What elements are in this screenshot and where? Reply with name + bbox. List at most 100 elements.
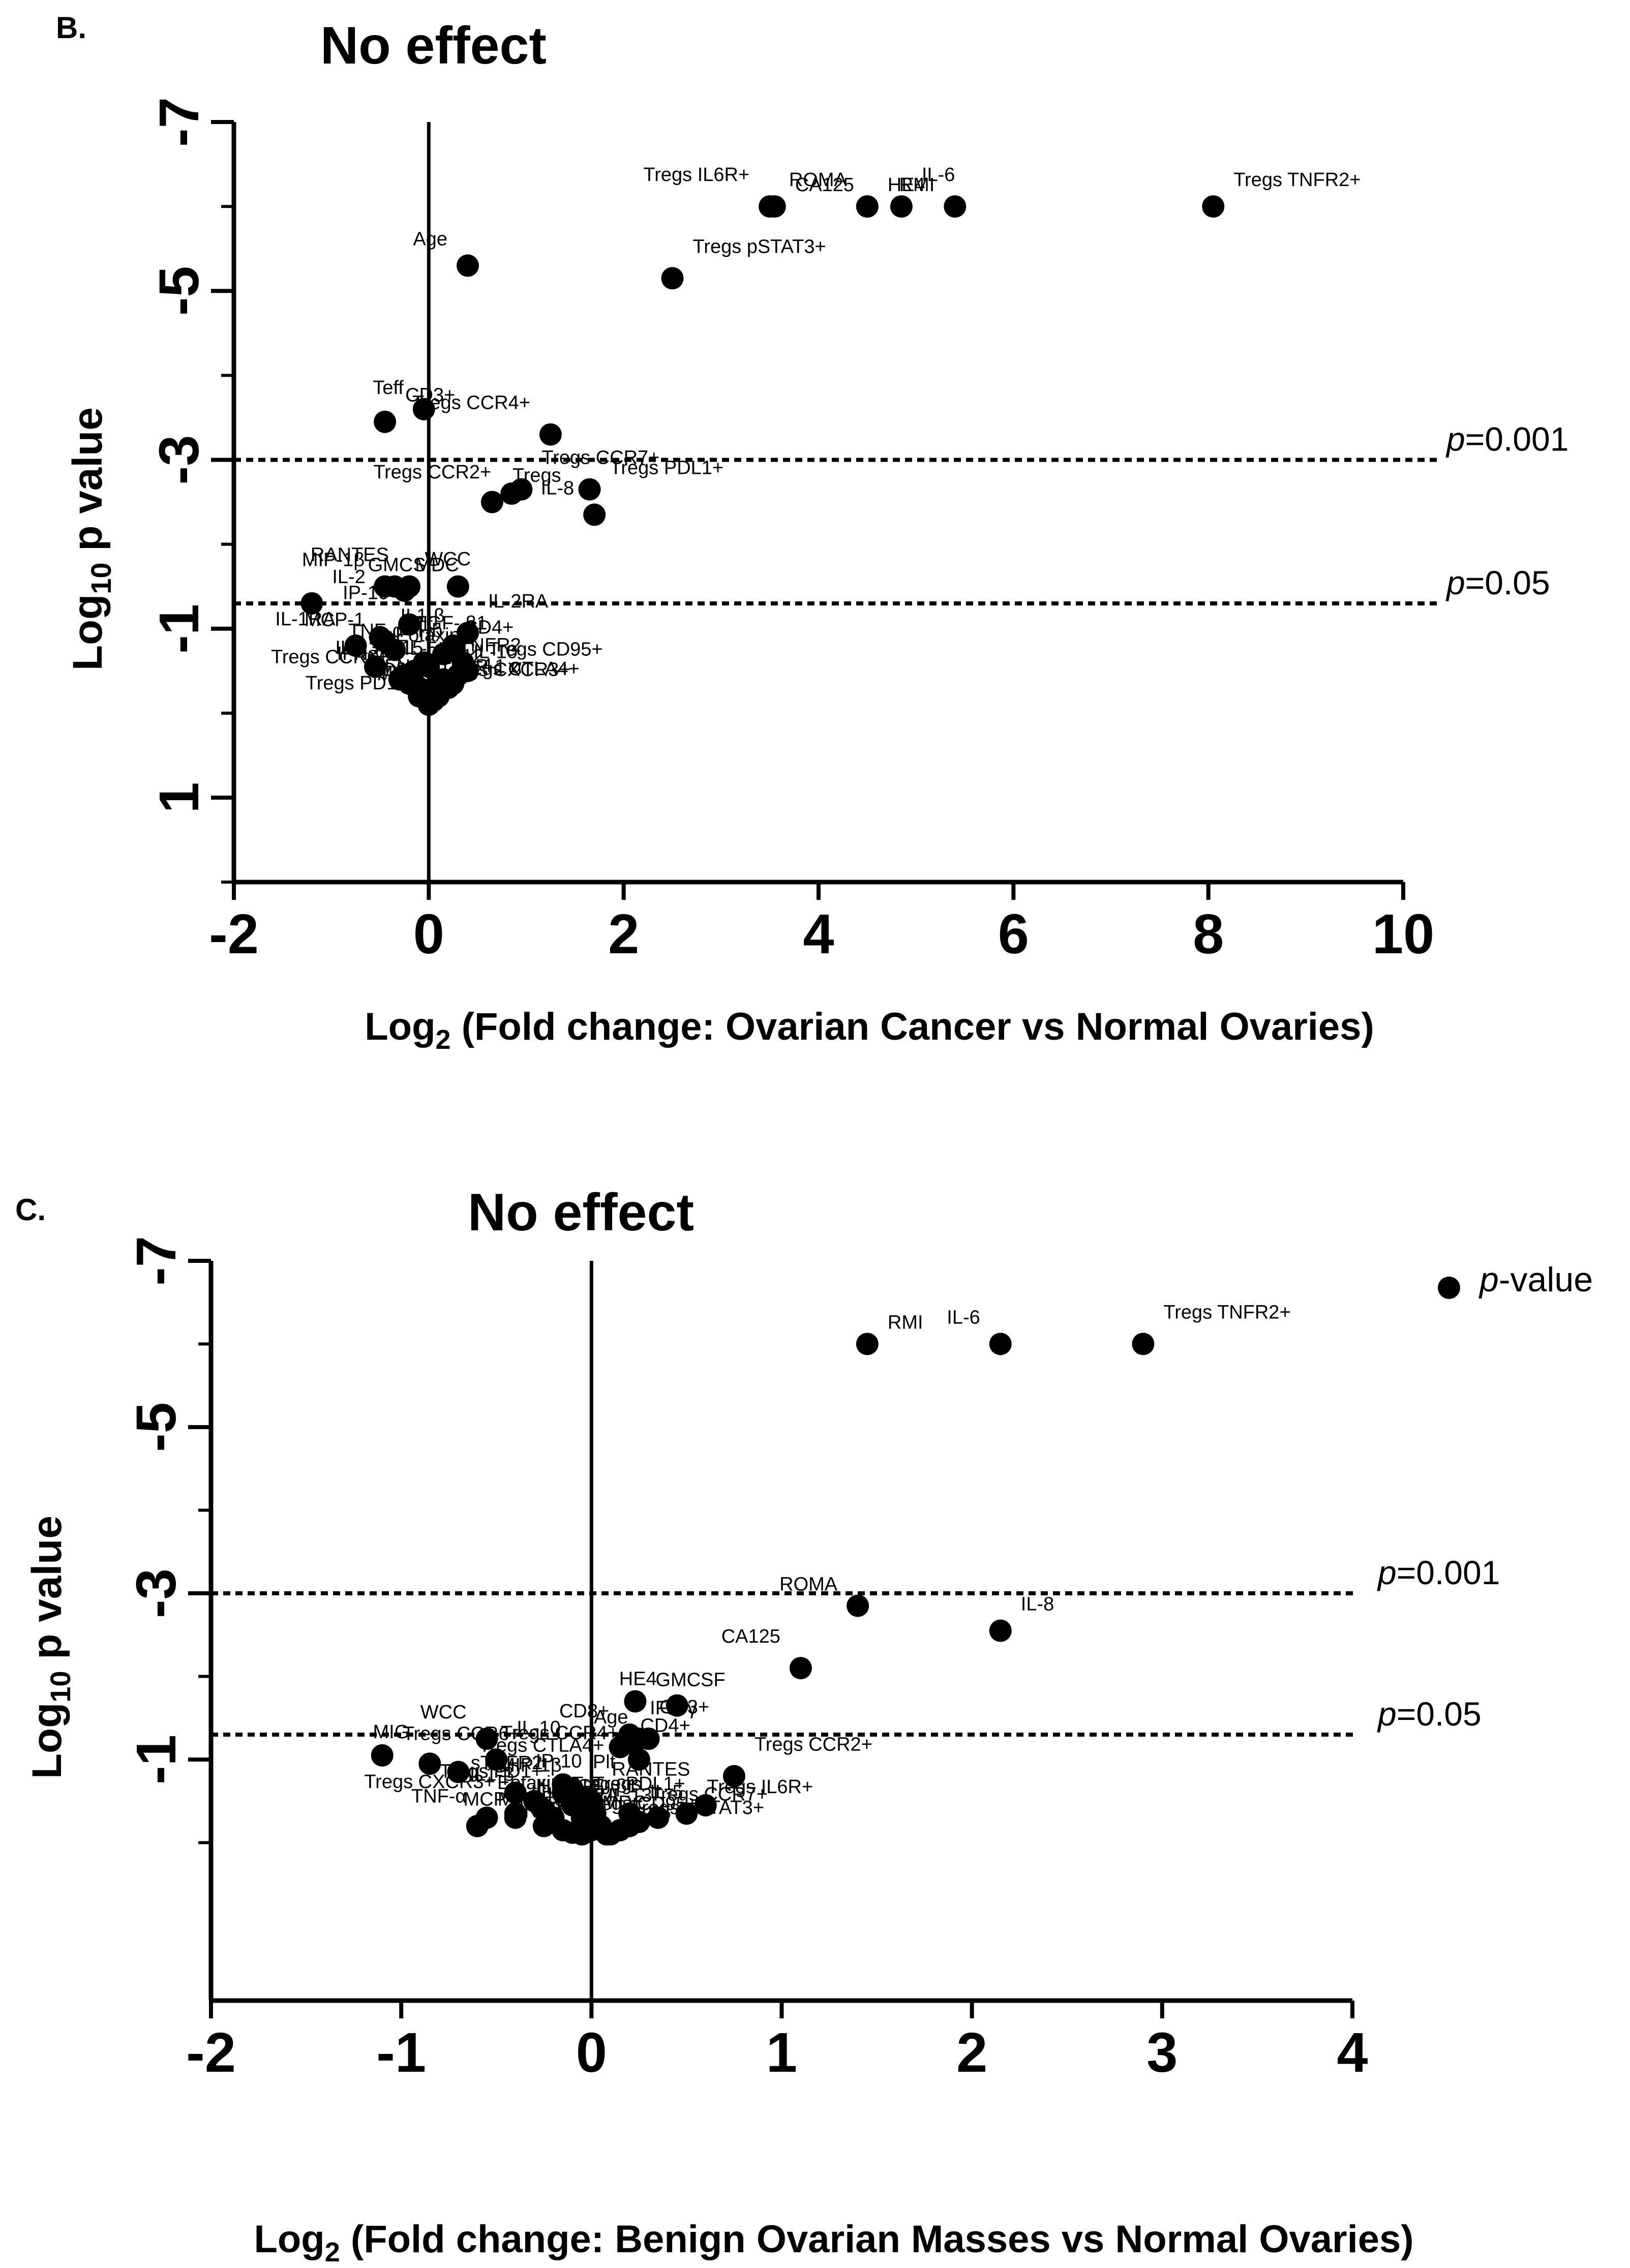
y-axis-title-b: Log10 p value <box>65 407 117 671</box>
y-tick-label: -1 <box>148 604 210 654</box>
point-label: Tregs CCR2+ <box>373 462 491 483</box>
point-label: CD3+ <box>405 385 455 406</box>
data-point <box>432 643 455 666</box>
point-label: Tregs pSTAT3+ <box>631 1797 764 1819</box>
point-label: IL-13 <box>608 1785 652 1806</box>
point-label: IFN-γ <box>650 1698 697 1719</box>
point-label: Tregs CCR7+ <box>541 447 659 469</box>
point-label: Tregs PD1+ <box>440 1761 542 1782</box>
x-tick-label: 3 <box>1146 2021 1178 2084</box>
point-label: WCC <box>425 549 471 570</box>
point-label: WCC <box>420 1702 467 1723</box>
y-tick-label: -5 <box>148 266 210 316</box>
threshold-label: p=0.001 <box>1445 420 1568 458</box>
point-label: Tregs CCR2+ <box>754 1734 872 1756</box>
x-tick-label: 4 <box>1337 2021 1368 2084</box>
panel-title-b: No effect <box>320 16 547 75</box>
point-label: Tregs IL6R+ <box>643 164 749 186</box>
point-label: IL-13 <box>335 637 379 658</box>
point-label: Tregs CCR7+ <box>650 1784 768 1805</box>
data-point <box>500 482 523 505</box>
y-tick-label: -7 <box>125 1236 188 1286</box>
data-point <box>457 621 479 644</box>
point-label: CD8+ <box>368 659 418 681</box>
x-tick-label: -2 <box>186 2021 236 2084</box>
panel-c: C. No effect -7 -5 -3 -1 -2 -1 0 1 2 3 4 p=0.001 p=0… <box>15 1183 1593 2267</box>
point-label: HE4 <box>619 1669 657 1690</box>
point-label: MDC <box>415 555 459 576</box>
data-point <box>418 1752 441 1775</box>
data-point <box>576 1810 599 1833</box>
point-label: Tregs CD95+ <box>488 639 603 660</box>
point-label: IFN-α <box>379 656 428 677</box>
point-label: Tregs <box>512 465 561 487</box>
data-point <box>466 1815 489 1837</box>
data-point <box>344 634 367 657</box>
data-point <box>944 195 967 218</box>
point-label: Tregs CCR4+ <box>412 392 530 414</box>
point-label: IL1-β <box>401 605 445 626</box>
point-label: Tregs CCR6+ <box>271 647 389 668</box>
point-label: CD3+ <box>659 1697 709 1718</box>
point-label: Tregs pSTAT3+ <box>693 236 826 257</box>
data-point <box>583 503 606 526</box>
point-label: GMCSF <box>655 1669 725 1690</box>
point-label: RMI <box>888 1312 923 1333</box>
x-tick-label: 10 <box>1372 903 1434 965</box>
point-label: MIG <box>377 663 413 685</box>
data-point <box>759 195 781 218</box>
data-point <box>393 664 416 687</box>
point-label: IL-2RA <box>488 591 549 612</box>
legend: p-value <box>1438 1260 1593 1299</box>
point-label: GMCSF <box>368 555 438 576</box>
x-tick-label: 0 <box>413 903 444 965</box>
point-label: IL-8 <box>1021 1594 1054 1615</box>
y-tick-label: -3 <box>148 435 210 485</box>
data-point <box>532 1815 555 1837</box>
data-point <box>398 613 420 636</box>
point-label: Tregs TNFR2+ <box>1163 1302 1290 1323</box>
point-label: Tregs <box>593 1773 642 1795</box>
x-axis-title-c: Log2 (Fold change: Benign Ovarian Masses… <box>254 2218 1413 2267</box>
data-point <box>647 1806 670 1829</box>
point-label: ROMA <box>779 1574 838 1595</box>
data-point <box>371 1744 394 1767</box>
point-label: IL-5 <box>650 1781 683 1803</box>
point-label: CA125 <box>721 1626 780 1647</box>
point-label: IFN-γ <box>337 643 384 664</box>
data-point <box>637 1728 660 1750</box>
point-label: Teff <box>373 377 404 399</box>
data-point <box>300 592 323 615</box>
y-tick-label: -1 <box>125 1735 188 1785</box>
plot-area-b: -7 -5 -3 -1 1 -2 0 2 4 6 8 10 p=0.001 p=0.05 CA125ROMA… <box>148 97 1568 965</box>
data-point <box>627 1748 650 1771</box>
data-point <box>364 655 386 678</box>
data-point <box>480 491 503 513</box>
data-point <box>417 655 440 678</box>
point-label: MDC <box>602 1792 647 1813</box>
point-label: IL-10 <box>517 1717 561 1739</box>
y-tick-label: 1 <box>148 782 210 813</box>
point-label: IL-15 <box>627 1802 671 1824</box>
point-label: IL-5 <box>404 638 437 659</box>
point-label: IL-10 <box>473 642 518 663</box>
point-label: Tregs CCR6+ <box>403 1723 521 1745</box>
data-point <box>666 1694 688 1717</box>
x-axis-title-b: Log2 (Fold change: Ovarian Cancer vs Nor… <box>365 1005 1374 1055</box>
y-tick-label: -3 <box>125 1568 188 1618</box>
point-label: IP-10 <box>536 1750 582 1772</box>
data-point <box>1202 195 1225 218</box>
point-label: Tregs CXCR3+ <box>364 1771 495 1793</box>
data-point <box>446 575 469 598</box>
point-label: IL-15 <box>379 637 423 658</box>
data-point <box>856 1333 879 1355</box>
point-label: TNF-α <box>348 620 404 642</box>
point-label: IL-4 <box>459 655 492 676</box>
x-tick-label: 6 <box>998 903 1029 965</box>
point-label: TNF-α <box>411 1786 467 1807</box>
threshold-label: p=0.05 <box>1377 1695 1482 1733</box>
point-label: Tregs CCR4+ <box>501 1722 619 1744</box>
panel-label-b: B. <box>56 11 86 45</box>
point-label: RANTES <box>612 1759 690 1780</box>
